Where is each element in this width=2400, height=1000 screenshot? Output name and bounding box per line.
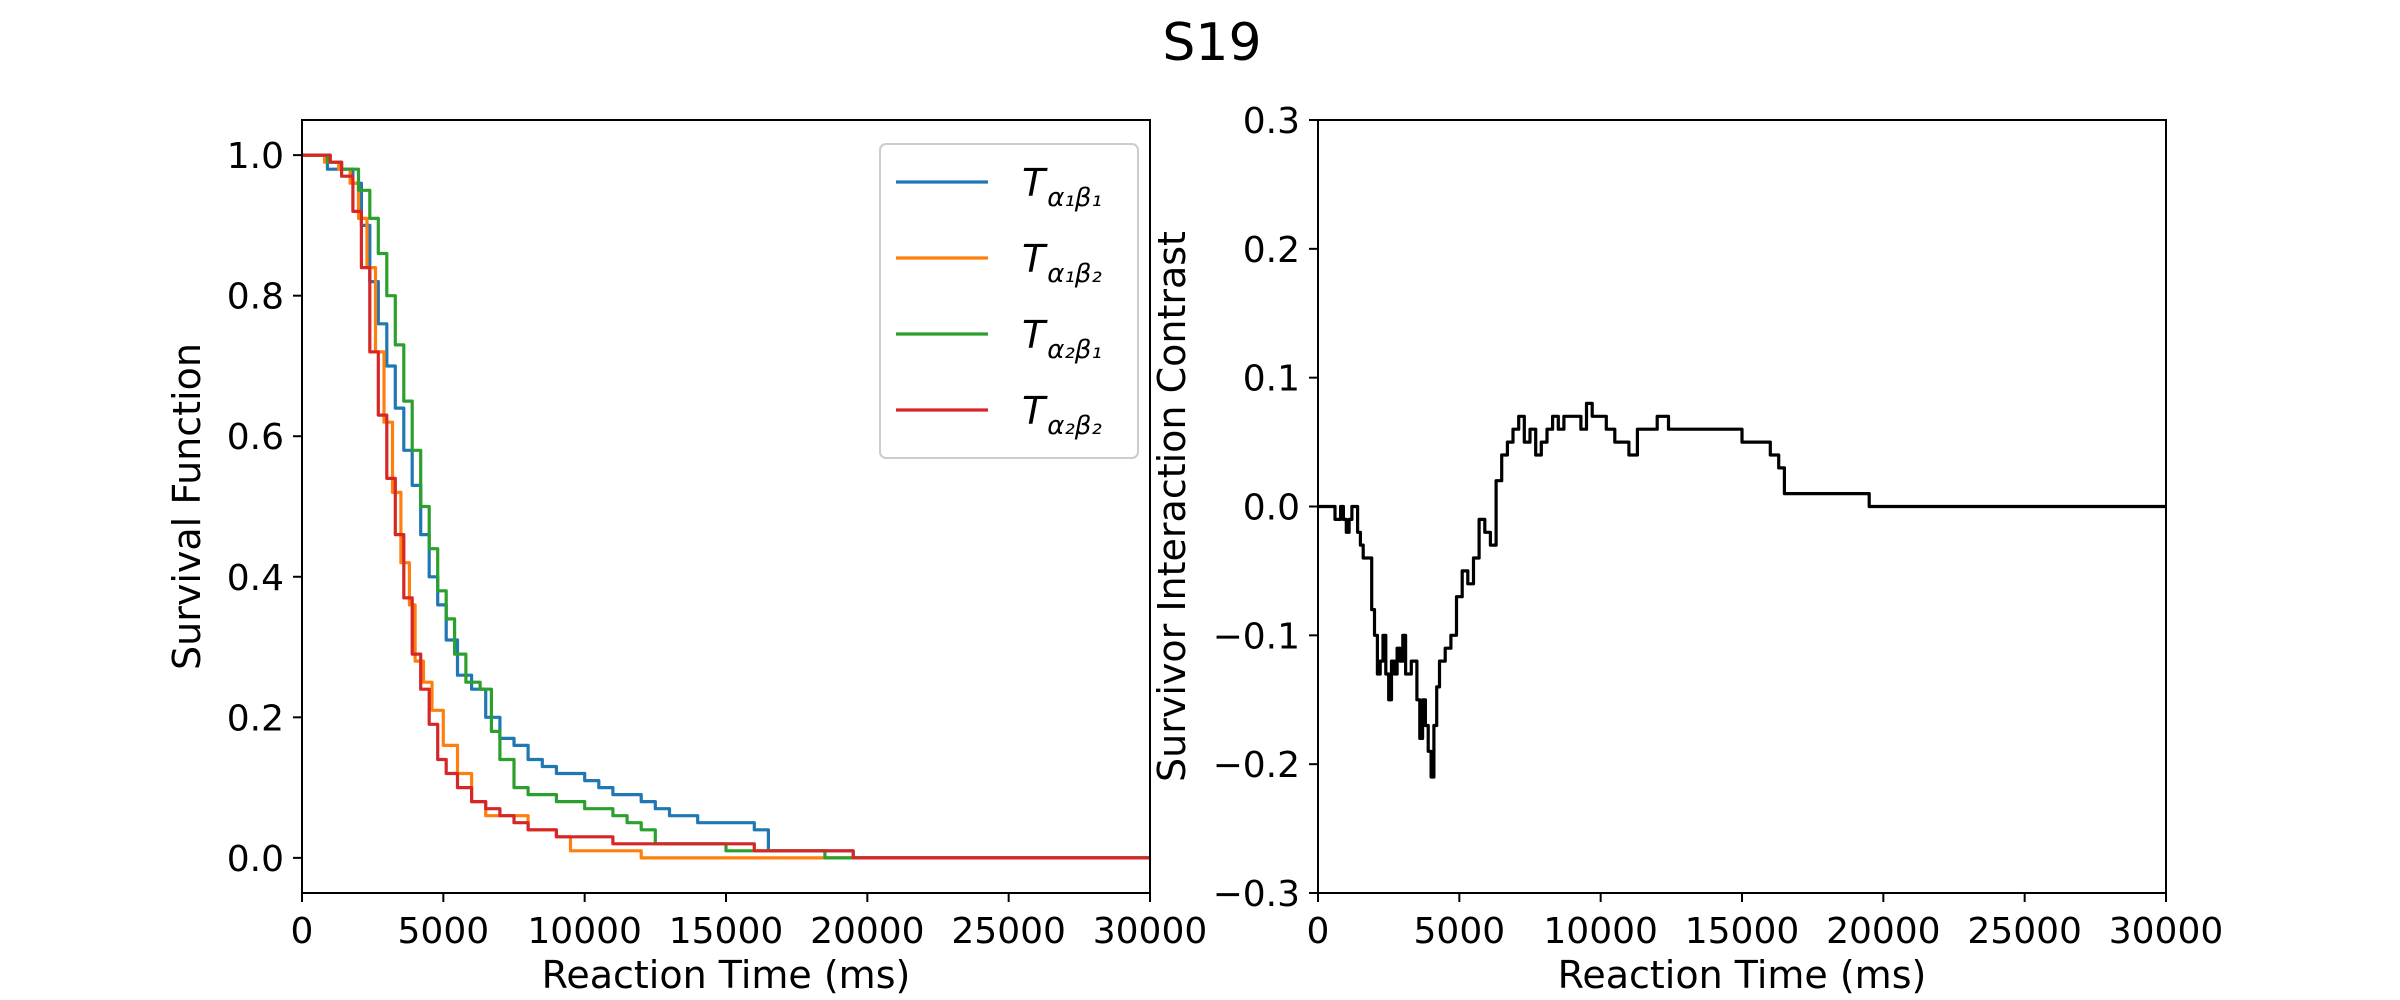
- y-axis-label: Survival Function: [165, 343, 209, 670]
- y-tick-label: −0.1: [1213, 616, 1300, 657]
- y-tick-label: 0.8: [227, 277, 284, 318]
- y-tick-label: 0.1: [1243, 359, 1300, 400]
- x-tick-label: 25000: [1967, 911, 2082, 952]
- x-axis-label: Reaction Time (ms): [1558, 953, 1927, 997]
- x-axis-label: Reaction Time (ms): [542, 953, 911, 997]
- x-tick-label: 5000: [398, 911, 490, 952]
- y-tick-label: −0.3: [1213, 874, 1300, 915]
- legend-label-main: T: [1022, 237, 1048, 281]
- y-tick-label: −0.2: [1213, 745, 1300, 786]
- legend-label-sub: α₁β₁: [1047, 183, 1102, 213]
- y-tick-label: 0.2: [1243, 230, 1300, 271]
- legend-label: Tα₂β₁: [1022, 313, 1102, 365]
- legend-label-sub: α₂β₂: [1047, 411, 1102, 441]
- series-line-sic: [1318, 401, 2166, 779]
- legend-label: Tα₂β₂: [1022, 389, 1102, 441]
- series-line-T-α₁β₁: [302, 153, 1150, 860]
- x-tick-label: 5000: [1414, 911, 1506, 952]
- y-tick-label: 0.0: [227, 839, 284, 880]
- legend-frame: [879, 143, 1139, 459]
- x-tick-label: 15000: [669, 911, 784, 952]
- x-tick-label: 30000: [1093, 911, 1208, 952]
- y-tick-label: 1.0: [227, 136, 284, 177]
- legend-label-main: T: [1022, 389, 1048, 433]
- y-tick-label: 0.6: [227, 417, 284, 458]
- x-tick-label: 0: [291, 911, 314, 952]
- x-tick-label: 15000: [1685, 911, 1800, 952]
- series-line-T-α₂β₁: [302, 153, 1150, 860]
- x-tick-label: 30000: [2109, 911, 2224, 952]
- legend-label-main: T: [1022, 161, 1048, 205]
- x-tick-label: 10000: [1543, 911, 1658, 952]
- y-tick-label: 0.2: [227, 698, 284, 739]
- figure-title: S19: [1162, 13, 1261, 73]
- y-axis-label: Survivor Interaction Contrast: [1150, 231, 1194, 782]
- legend-label: Tα₁β₁: [1022, 161, 1102, 213]
- x-tick-label: 0: [1307, 911, 1330, 952]
- x-tick-label: 25000: [951, 911, 1066, 952]
- legend-label-sub: α₂β₁: [1047, 335, 1102, 365]
- sic-panel: 0 5000 10000 15000 20000 25000 30000 −0.3 −0.2 −0…: [1150, 101, 2223, 997]
- y-tick-label: 0.4: [227, 558, 284, 599]
- survival-function-panel: 0 5000 10000 15000 20000 25000 30000 0.0 0.2 0.4 0…: [165, 119, 1208, 997]
- x-tick-label: 20000: [810, 911, 925, 952]
- x-tick-label: 20000: [1826, 911, 1941, 952]
- legend-label-main: T: [1022, 313, 1048, 357]
- x-tick-label: 10000: [527, 911, 642, 952]
- y-tick-label: 0.0: [1243, 488, 1300, 529]
- legend-label-sub: α₁β₂: [1047, 259, 1102, 289]
- series-line-T-α₂β₂: [302, 153, 1150, 860]
- legend-label: Tα₁β₂: [1022, 237, 1102, 289]
- y-tick-label: 0.3: [1243, 101, 1300, 142]
